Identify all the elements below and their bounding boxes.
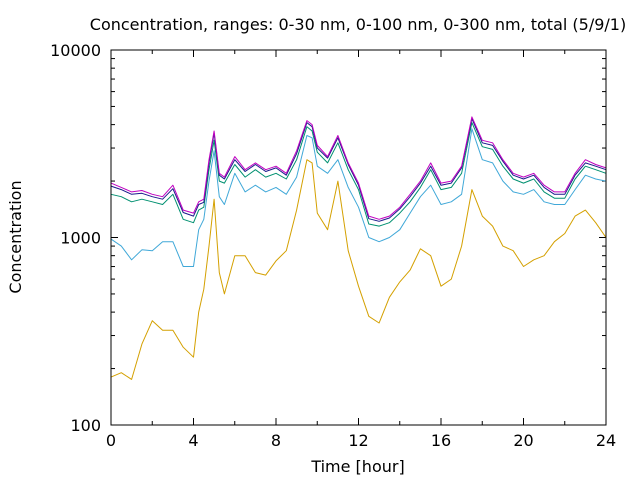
axis-ticks: 0 4 8 12 16 20 24 100 1000 10000: [50, 41, 616, 450]
series-line-5: [110, 159, 607, 380]
x-tick-label: 12: [348, 431, 368, 450]
series-line-1: [110, 116, 607, 220]
y-tick-label: 10000: [50, 41, 101, 60]
series-line-3: [110, 122, 607, 227]
x-tick-label: 0: [106, 431, 116, 450]
x-tick-label: 20: [513, 431, 533, 450]
chart-title: Concentration, ranges: 0-30 nm, 0-100 nm…: [90, 15, 626, 34]
series-line-2: [110, 118, 607, 222]
y-tick-label: 1000: [60, 229, 101, 248]
x-tick-label: 8: [271, 431, 281, 450]
plot-frame: [110, 49, 607, 426]
y-tick-label: 100: [70, 416, 101, 435]
y-axis-label: Concentration: [6, 180, 25, 293]
x-tick-label: 16: [431, 431, 451, 450]
x-axis-label: Time [hour]: [310, 457, 404, 476]
plot-series: [110, 116, 607, 380]
series-line-4: [110, 128, 607, 267]
x-tick-label: 4: [188, 431, 198, 450]
x-tick-label: 24: [596, 431, 616, 450]
